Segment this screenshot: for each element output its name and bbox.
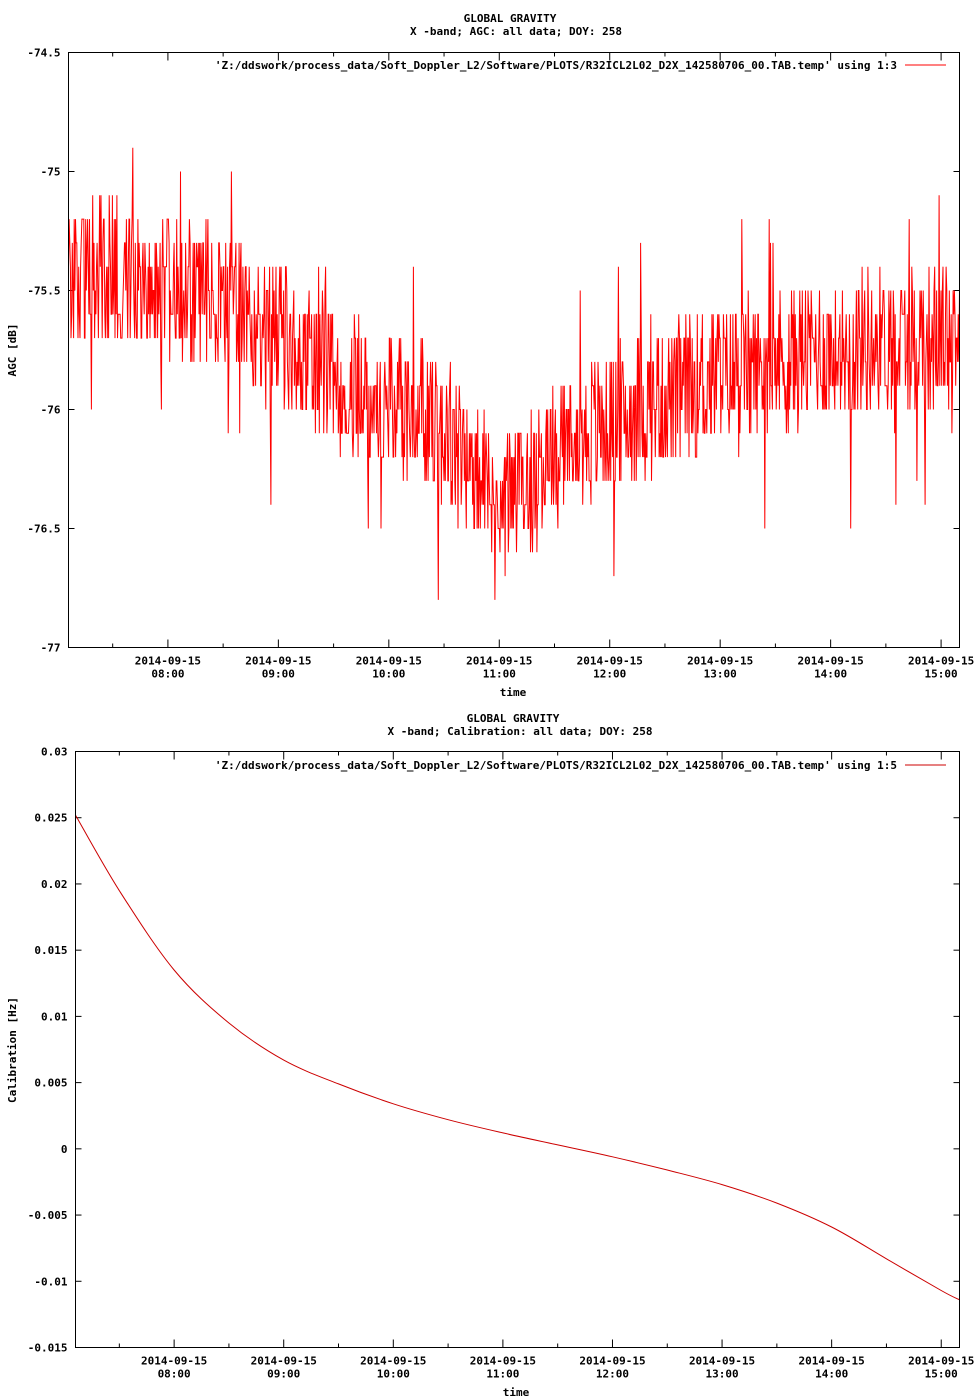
x-tick-label-date: 2014-09-15 <box>245 655 311 668</box>
y-tick-label: -0.015 <box>28 1342 68 1355</box>
chart1-xlabel: time <box>500 686 527 699</box>
x-tick-label-date: 2014-09-15 <box>356 655 422 668</box>
x-tick-label-date: 2014-09-15 <box>687 655 753 668</box>
agc-series-line <box>68 147 960 600</box>
y-tick-label: 0.01 <box>41 1010 68 1023</box>
y-tick-label: 0.015 <box>34 944 67 957</box>
x-tick-label-date: 2014-09-15 <box>908 1355 974 1368</box>
y-tick-label: -0.01 <box>34 1275 67 1288</box>
y-tick-label: 0 <box>61 1143 68 1156</box>
x-tick-label-date: 2014-09-15 <box>689 1355 755 1368</box>
x-tick-label-date: 2014-09-15 <box>579 1355 645 1368</box>
calibration-series-line <box>75 814 960 1301</box>
chart2-xlabel: time <box>503 1386 530 1399</box>
x-tick-label-date: 2014-09-15 <box>466 655 532 668</box>
x-tick-label-time: 10:00 <box>372 668 405 681</box>
chart1-subtitle: X -band; AGC: all data; DOY: 258 <box>410 25 622 38</box>
x-tick-label-date: 2014-09-15 <box>577 655 643 668</box>
x-tick-label-time: 09:00 <box>267 1368 300 1381</box>
x-tick-label-date: 2014-09-15 <box>135 655 201 668</box>
x-tick-label-date: 2014-09-15 <box>799 1355 865 1368</box>
x-tick-label-time: 13:00 <box>704 668 737 681</box>
x-tick-label-date: 2014-09-15 <box>360 1355 426 1368</box>
y-tick-label: -76.5 <box>27 523 60 536</box>
y-tick-label: -76 <box>41 404 61 417</box>
x-tick-label-time: 11:00 <box>486 1368 519 1381</box>
x-tick-label-date: 2014-09-15 <box>141 1355 207 1368</box>
chart1-legend-label: 'Z:/ddswork/process_data/Soft_Doppler_L2… <box>215 59 897 72</box>
calibration-chart: GLOBAL GRAVITY X -band; Calibration: all… <box>6 712 974 1399</box>
x-tick-label-date: 2014-09-15 <box>470 1355 536 1368</box>
x-tick-label-time: 14:00 <box>815 1368 848 1381</box>
x-tick-label-date: 2014-09-15 <box>251 1355 317 1368</box>
x-tick-label-date: 2014-09-15 <box>908 655 974 668</box>
x-tick-label-time: 12:00 <box>593 668 626 681</box>
chart1-title: GLOBAL GRAVITY <box>464 12 557 25</box>
x-tick-label-time: 08:00 <box>158 1368 191 1381</box>
x-tick-label-date: 2014-09-15 <box>798 655 864 668</box>
chart1-plot-frame <box>68 52 960 648</box>
y-tick-label: -77 <box>41 642 61 655</box>
x-tick-label-time: 08:00 <box>151 668 184 681</box>
x-tick-label-time: 12:00 <box>596 1368 629 1381</box>
y-tick-label: -0.005 <box>28 1209 68 1222</box>
y-tick-label: 0.02 <box>41 878 68 891</box>
x-tick-label-time: 10:00 <box>377 1368 410 1381</box>
chart2-title: GLOBAL GRAVITY <box>467 712 560 725</box>
y-tick-label: 0.005 <box>34 1077 67 1090</box>
y-tick-label: -74.5 <box>27 47 60 60</box>
y-tick-label: -75.5 <box>27 285 60 298</box>
y-tick-label: -75 <box>41 166 61 179</box>
x-tick-label-time: 15:00 <box>925 668 958 681</box>
x-tick-label-time: 13:00 <box>705 1368 738 1381</box>
chart2-plot-frame <box>75 751 960 1348</box>
chart2-legend-label: 'Z:/ddswork/process_data/Soft_Doppler_L2… <box>215 759 897 772</box>
x-tick-label-time: 14:00 <box>814 668 847 681</box>
chart1-ylabel: AGC [dB] <box>6 324 19 377</box>
chart2-ylabel: Calibration [Hz] <box>6 997 19 1103</box>
x-tick-label-time: 11:00 <box>483 668 516 681</box>
agc-chart: GLOBAL GRAVITY X -band; AGC: all data; D… <box>6 12 974 699</box>
y-tick-label: 0.03 <box>41 746 68 759</box>
x-tick-label-time: 09:00 <box>262 668 295 681</box>
y-tick-label: 0.025 <box>34 812 67 825</box>
chart2-subtitle: X -band; Calibration: all data; DOY: 258 <box>388 725 653 738</box>
x-tick-label-time: 15:00 <box>925 1368 958 1381</box>
